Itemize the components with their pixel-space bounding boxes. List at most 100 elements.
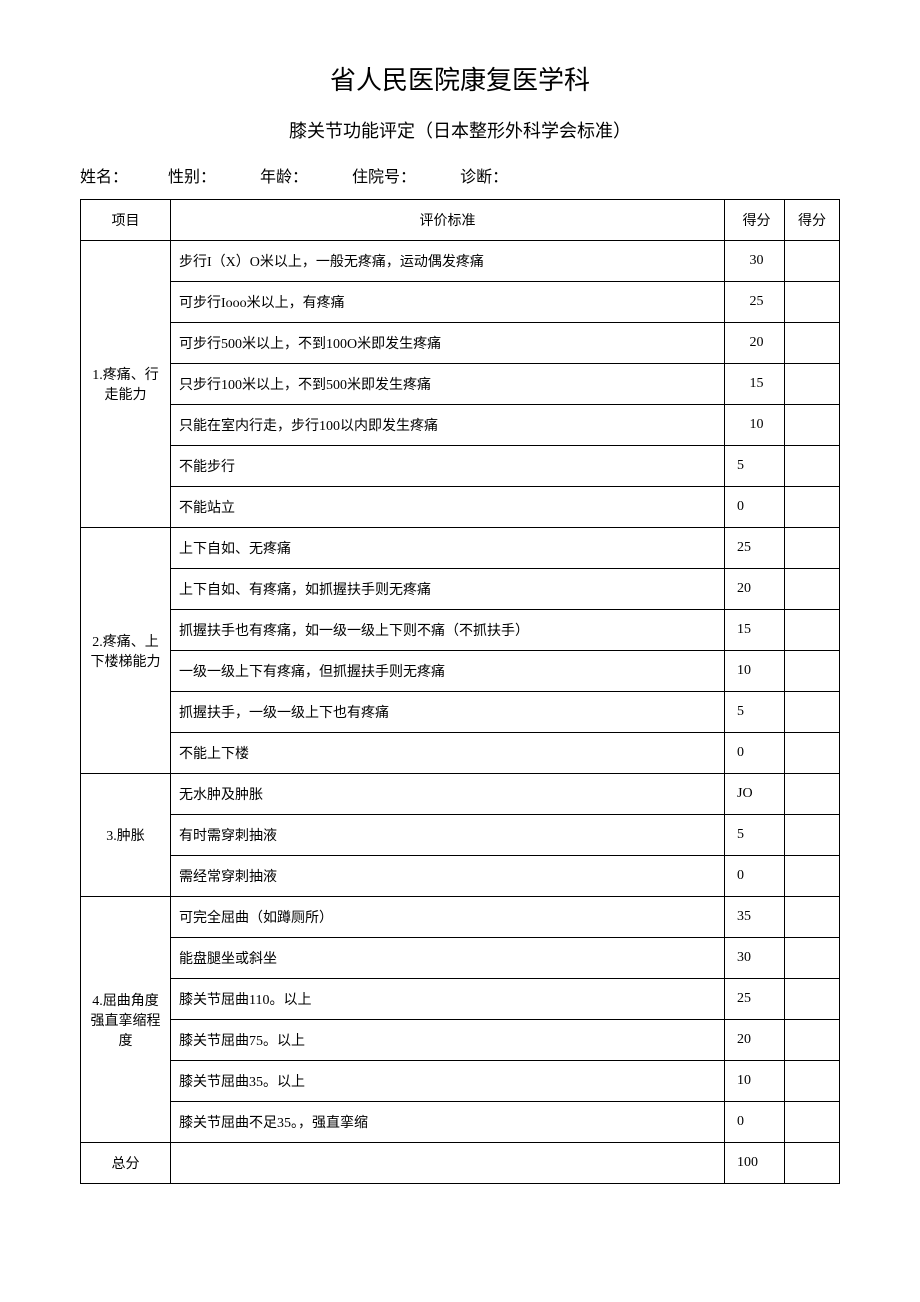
score2-cell[interactable] <box>785 1102 840 1143</box>
score-cell: 0 <box>725 733 785 774</box>
score2-cell[interactable] <box>785 897 840 938</box>
table-row: 不能站立 0 <box>81 487 840 528</box>
total-label: 总分 <box>81 1143 171 1184</box>
score-cell: 25 <box>725 282 785 323</box>
criteria-cell: 只步行100米以上，不到500米即发生疼痛 <box>171 364 725 405</box>
table-row: 1.疼痛、行走能力 步行I（X）O米以上，一般无疼痛，运动偶发疼痛 30 <box>81 241 840 282</box>
score2-cell[interactable] <box>785 405 840 446</box>
total-score2[interactable] <box>785 1143 840 1184</box>
score2-cell[interactable] <box>785 774 840 815</box>
table-row: 膝关节屈曲不足35。，强直挛缩 0 <box>81 1102 840 1143</box>
score-cell: JO <box>725 774 785 815</box>
score2-cell[interactable] <box>785 979 840 1020</box>
admission-label: 住院号： <box>352 169 416 186</box>
criteria-cell: 可步行Iooo米以上，有疼痛 <box>171 282 725 323</box>
score-cell: 5 <box>725 692 785 733</box>
table-row: 2.疼痛、上下楼梯能力 上下自如、无疼痛 25 <box>81 528 840 569</box>
criteria-cell: 抓握扶手，一级一级上下也有疼痛 <box>171 692 725 733</box>
score2-cell[interactable] <box>785 487 840 528</box>
score2-cell[interactable] <box>785 1020 840 1061</box>
table-row: 膝关节屈曲35。以上 10 <box>81 1061 840 1102</box>
table-row: 一级一级上下有疼痛，但抓握扶手则无疼痛 10 <box>81 651 840 692</box>
table-row: 只能在室内行走，步行100以内即发生疼痛 10 <box>81 405 840 446</box>
table-row: 抓握扶手，一级一级上下也有疼痛 5 <box>81 692 840 733</box>
score-cell: 20 <box>725 1020 785 1061</box>
table-row: 4.屈曲角度强直挛缩程度 可完全屈曲（如蹲厕所） 35 <box>81 897 840 938</box>
criteria-cell: 不能站立 <box>171 487 725 528</box>
page-title: 省人民医院康复医学科 <box>80 60 840 97</box>
category-cell: 3.肿胀 <box>81 774 171 897</box>
table-row: 需经常穿刺抽液 0 <box>81 856 840 897</box>
criteria-cell: 可步行500米以上，不到100O米即发生疼痛 <box>171 323 725 364</box>
criteria-cell: 不能步行 <box>171 446 725 487</box>
header-criteria: 评价标准 <box>171 200 725 241</box>
gender-label: 性别： <box>168 169 216 186</box>
score-cell: 5 <box>725 446 785 487</box>
score-cell: 10 <box>725 651 785 692</box>
score2-cell[interactable] <box>785 446 840 487</box>
criteria-cell: 需经常穿刺抽液 <box>171 856 725 897</box>
table-row: 可步行500米以上，不到100O米即发生疼痛 20 <box>81 323 840 364</box>
category-cell: 2.疼痛、上下楼梯能力 <box>81 528 171 774</box>
score2-cell[interactable] <box>785 610 840 651</box>
table-row: 上下自如、有疼痛，如抓握扶手则无疼痛 20 <box>81 569 840 610</box>
score2-cell[interactable] <box>785 241 840 282</box>
score-cell: 5 <box>725 815 785 856</box>
criteria-cell: 只能在室内行走，步行100以内即发生疼痛 <box>171 405 725 446</box>
score2-cell[interactable] <box>785 282 840 323</box>
criteria-cell: 一级一级上下有疼痛，但抓握扶手则无疼痛 <box>171 651 725 692</box>
table-header-row: 项目 评价标准 得分 得分 <box>81 200 840 241</box>
table-row: 只步行100米以上，不到500米即发生疼痛 15 <box>81 364 840 405</box>
total-score: 100 <box>725 1143 785 1184</box>
total-row: 总分 100 <box>81 1143 840 1184</box>
patient-info-row: 姓名：性别： 年龄： 住院号： 诊断： <box>80 163 840 187</box>
score-cell: 0 <box>725 856 785 897</box>
score2-cell[interactable] <box>785 651 840 692</box>
header-score1: 得分 <box>725 200 785 241</box>
criteria-cell: 膝关节屈曲75。以上 <box>171 1020 725 1061</box>
table-row: 不能步行 5 <box>81 446 840 487</box>
score2-cell[interactable] <box>785 569 840 610</box>
score2-cell[interactable] <box>785 364 840 405</box>
score2-cell[interactable] <box>785 528 840 569</box>
score-cell: 0 <box>725 487 785 528</box>
table-row: 膝关节屈曲75。以上 20 <box>81 1020 840 1061</box>
age-label: 年龄： <box>260 169 308 186</box>
criteria-cell: 不能上下楼 <box>171 733 725 774</box>
score-cell: 10 <box>725 1061 785 1102</box>
score-cell: 30 <box>725 241 785 282</box>
criteria-cell: 膝关节屈曲110。以上 <box>171 979 725 1020</box>
score-cell: 15 <box>725 610 785 651</box>
score2-cell[interactable] <box>785 323 840 364</box>
criteria-cell: 有时需穿刺抽液 <box>171 815 725 856</box>
name-label: 姓名： <box>80 169 128 186</box>
page-subtitle: 膝关节功能评定（日本整形外科学会标准） <box>80 117 840 143</box>
table-row: 不能上下楼 0 <box>81 733 840 774</box>
criteria-cell: 能盘腿坐或斜坐 <box>171 938 725 979</box>
score2-cell[interactable] <box>785 1061 840 1102</box>
score-cell: 10 <box>725 405 785 446</box>
table-row: 可步行Iooo米以上，有疼痛 25 <box>81 282 840 323</box>
score2-cell[interactable] <box>785 938 840 979</box>
score2-cell[interactable] <box>785 815 840 856</box>
criteria-cell: 膝关节屈曲35。以上 <box>171 1061 725 1102</box>
category-cell: 1.疼痛、行走能力 <box>81 241 171 528</box>
score-cell: 25 <box>725 528 785 569</box>
category-cell: 4.屈曲角度强直挛缩程度 <box>81 897 171 1143</box>
criteria-cell: 步行I（X）O米以上，一般无疼痛，运动偶发疼痛 <box>171 241 725 282</box>
assessment-table: 项目 评价标准 得分 得分 1.疼痛、行走能力 步行I（X）O米以上，一般无疼痛… <box>80 199 840 1184</box>
header-category: 项目 <box>81 200 171 241</box>
table-row: 有时需穿刺抽液 5 <box>81 815 840 856</box>
score-cell: 35 <box>725 897 785 938</box>
score2-cell[interactable] <box>785 856 840 897</box>
header-score2: 得分 <box>785 200 840 241</box>
criteria-cell: 上下自如、有疼痛，如抓握扶手则无疼痛 <box>171 569 725 610</box>
score2-cell[interactable] <box>785 692 840 733</box>
score2-cell[interactable] <box>785 733 840 774</box>
criteria-cell: 可完全屈曲（如蹲厕所） <box>171 897 725 938</box>
score-cell: 20 <box>725 323 785 364</box>
total-criteria <box>171 1143 725 1184</box>
score-cell: 30 <box>725 938 785 979</box>
score-cell: 15 <box>725 364 785 405</box>
criteria-cell: 膝关节屈曲不足35。，强直挛缩 <box>171 1102 725 1143</box>
